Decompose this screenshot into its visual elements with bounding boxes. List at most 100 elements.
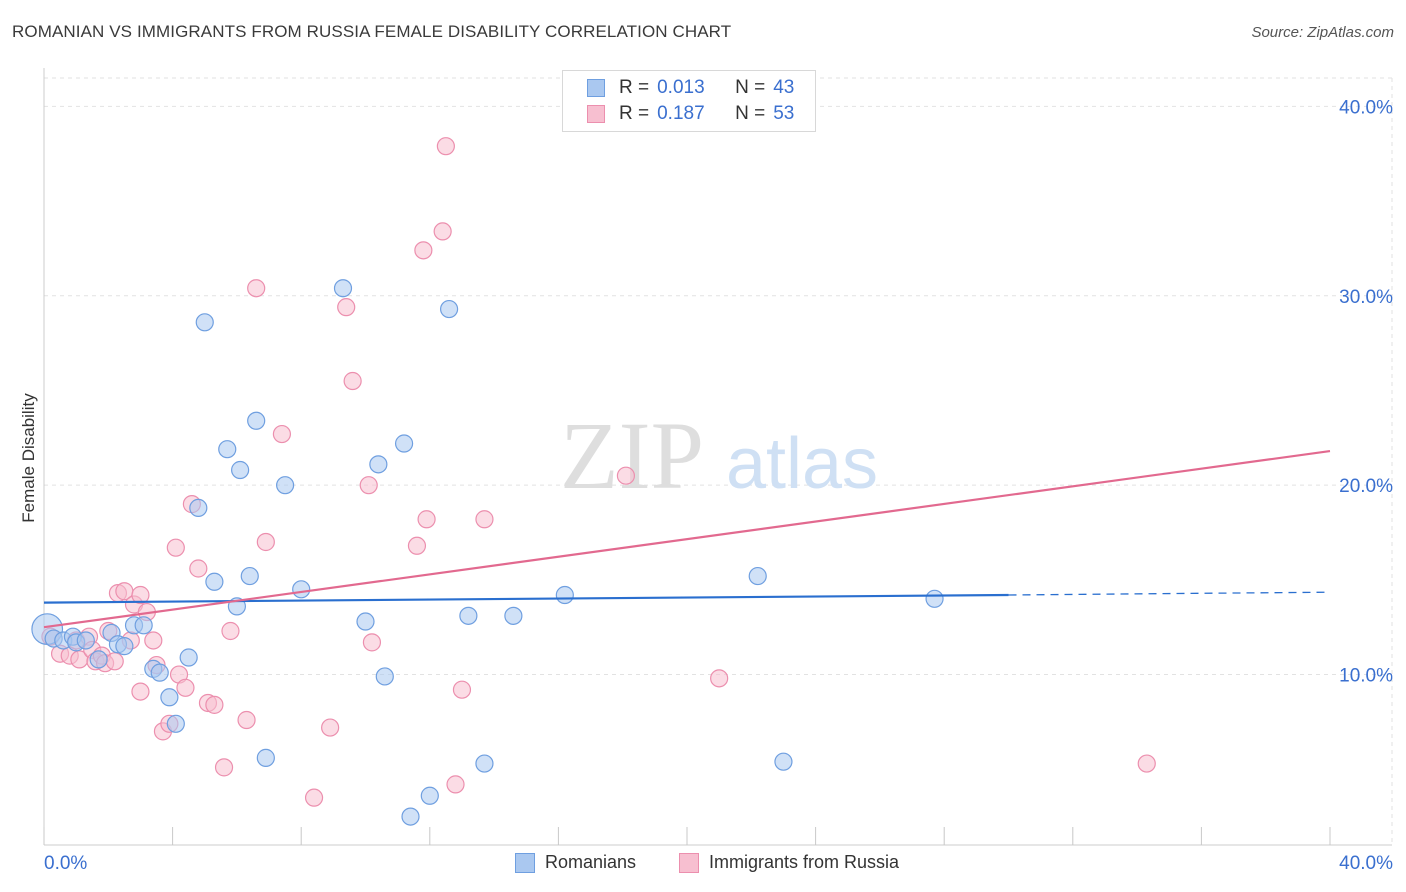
watermark-atlas: atlas xyxy=(726,424,878,504)
data-point-romanians xyxy=(160,688,179,707)
data-point-romanians xyxy=(205,572,224,591)
data-point-romanians xyxy=(356,612,375,631)
legend-n-value: 53 xyxy=(773,103,795,124)
data-point-romanians xyxy=(459,606,478,625)
tick-labels: 10.0% 20.0% 30.0% 40.0% 0.0% 40.0% xyxy=(44,97,1393,874)
data-point-immigrants-from-russia xyxy=(214,758,234,777)
y-tick-label: 40.0% xyxy=(1339,97,1393,118)
data-point-romanians xyxy=(394,434,414,453)
data-point-romanians xyxy=(475,754,494,773)
data-point-immigrants-from-russia xyxy=(414,241,433,260)
data-point-romanians xyxy=(134,616,153,635)
data-point-romanians xyxy=(256,748,275,767)
y-tick-label: 20.0% xyxy=(1339,476,1393,497)
data-point-romanians xyxy=(115,637,134,656)
legend-n-label: N = xyxy=(735,103,766,124)
data-point-romanians xyxy=(555,585,574,605)
data-point-immigrants-from-russia xyxy=(176,678,195,697)
chart-title: ROMANIAN VS IMMIGRANTS FROM RUSSIA FEMAL… xyxy=(12,22,732,41)
data-point-romanians xyxy=(150,663,169,682)
legend-r-label: R = xyxy=(619,77,650,98)
data-point-immigrants-from-russia xyxy=(616,466,636,485)
legend-n-label: N = xyxy=(735,77,766,98)
trend-line-romanians-extension xyxy=(1008,591,1331,596)
legend-swatch-pink xyxy=(679,852,699,873)
data-point-immigrants-from-russia xyxy=(343,371,362,391)
data-point-immigrants-from-russia xyxy=(337,298,356,317)
y-tick-label: 30.0% xyxy=(1339,287,1393,308)
data-point-immigrants-from-russia xyxy=(359,476,378,495)
data-point-immigrants-from-russia xyxy=(237,710,256,730)
data-point-romanians xyxy=(276,476,295,495)
data-point-romanians xyxy=(333,279,353,298)
legend-swatch-blue xyxy=(587,79,605,97)
data-point-romanians xyxy=(189,498,208,517)
legend-item-romanians[interactable]: Romanians xyxy=(515,852,636,873)
legend-r-value: 0.013 xyxy=(657,77,705,98)
legend-row-romanians: R = 0.013 N = 43 xyxy=(587,76,794,100)
legend-n-value: 43 xyxy=(773,77,795,98)
data-point-immigrants-from-russia xyxy=(321,718,340,737)
data-point-immigrants-from-russia xyxy=(144,631,163,650)
watermark-zip: ZIP xyxy=(560,402,704,509)
data-point-immigrants-from-russia xyxy=(436,137,455,156)
data-point-immigrants-from-russia xyxy=(452,680,472,699)
data-point-romanians xyxy=(195,313,214,332)
x-tick-label: 40.0% xyxy=(1339,853,1393,874)
data-point-romanians xyxy=(218,440,237,459)
data-point-immigrants-from-russia xyxy=(433,222,452,241)
data-point-romanians xyxy=(247,411,266,430)
legend-r-value: 0.187 xyxy=(657,103,705,124)
data-point-romanians xyxy=(748,566,767,586)
data-point-romanians xyxy=(420,786,439,805)
legend-row-immigrants: R = 0.187 N = 53 xyxy=(587,102,794,126)
data-point-immigrants-from-russia xyxy=(407,536,427,555)
trend-line-immigrants-from-russia xyxy=(43,449,1331,629)
data-point-romanians xyxy=(240,566,259,586)
data-point-immigrants-from-russia xyxy=(304,788,324,807)
data-point-immigrants-from-russia xyxy=(221,621,240,641)
data-point-immigrants-from-russia xyxy=(417,510,436,529)
axes xyxy=(43,68,1392,846)
data-point-romanians xyxy=(369,455,388,474)
legend-r-label: R = xyxy=(619,103,650,124)
x-tick-label: 0.0% xyxy=(44,853,87,874)
trend-lines xyxy=(43,449,1331,629)
data-point-immigrants-from-russia xyxy=(205,695,224,714)
data-point-immigrants-from-russia xyxy=(1137,754,1156,773)
data-point-immigrants-from-russia xyxy=(131,682,150,701)
legend-swatch-pink xyxy=(587,105,605,123)
data-point-immigrants-from-russia xyxy=(256,532,275,552)
source-label: Source: ZipAtlas.com xyxy=(1251,24,1394,41)
data-point-romanians xyxy=(774,752,793,771)
data-point-immigrants-from-russia xyxy=(475,510,494,529)
data-point-romanians xyxy=(504,606,523,625)
legend-swatch-blue xyxy=(515,852,535,873)
data-point-immigrants-from-russia xyxy=(362,633,382,652)
data-point-immigrants-from-russia xyxy=(710,669,729,688)
data-point-immigrants-from-russia xyxy=(272,424,292,444)
data-point-romanians xyxy=(375,667,394,686)
data-point-immigrants-from-russia xyxy=(446,775,465,794)
data-point-immigrants-from-russia xyxy=(166,538,185,557)
data-point-immigrants-from-russia xyxy=(247,279,266,298)
data-point-romanians xyxy=(401,807,420,826)
y-tick-label: 10.0% xyxy=(1339,666,1393,687)
y-axis-label: Female Disability xyxy=(19,393,38,523)
data-point-romanians xyxy=(231,460,250,480)
data-point-romanians xyxy=(76,631,95,650)
legend-label-immigrants: Immigrants from Russia xyxy=(709,852,900,872)
data-point-immigrants-from-russia xyxy=(105,652,124,671)
data-point-romanians xyxy=(439,299,459,319)
legend-label-romanians: Romanians xyxy=(545,852,637,872)
series-legend: Romanians Immigrants from Russia xyxy=(0,852,1406,876)
stats-legend: R = 0.013 N = 43 R = 0.187 N = 53 xyxy=(562,70,816,132)
legend-item-immigrants[interactable]: Immigrants from Russia xyxy=(679,852,899,873)
trend-line-romanians xyxy=(43,593,1009,604)
data-point-romanians xyxy=(292,580,311,599)
grid-lines xyxy=(44,77,1393,845)
data-point-romanians xyxy=(179,648,198,667)
data-point-romanians xyxy=(166,714,185,733)
data-point-immigrants-from-russia xyxy=(131,585,150,605)
